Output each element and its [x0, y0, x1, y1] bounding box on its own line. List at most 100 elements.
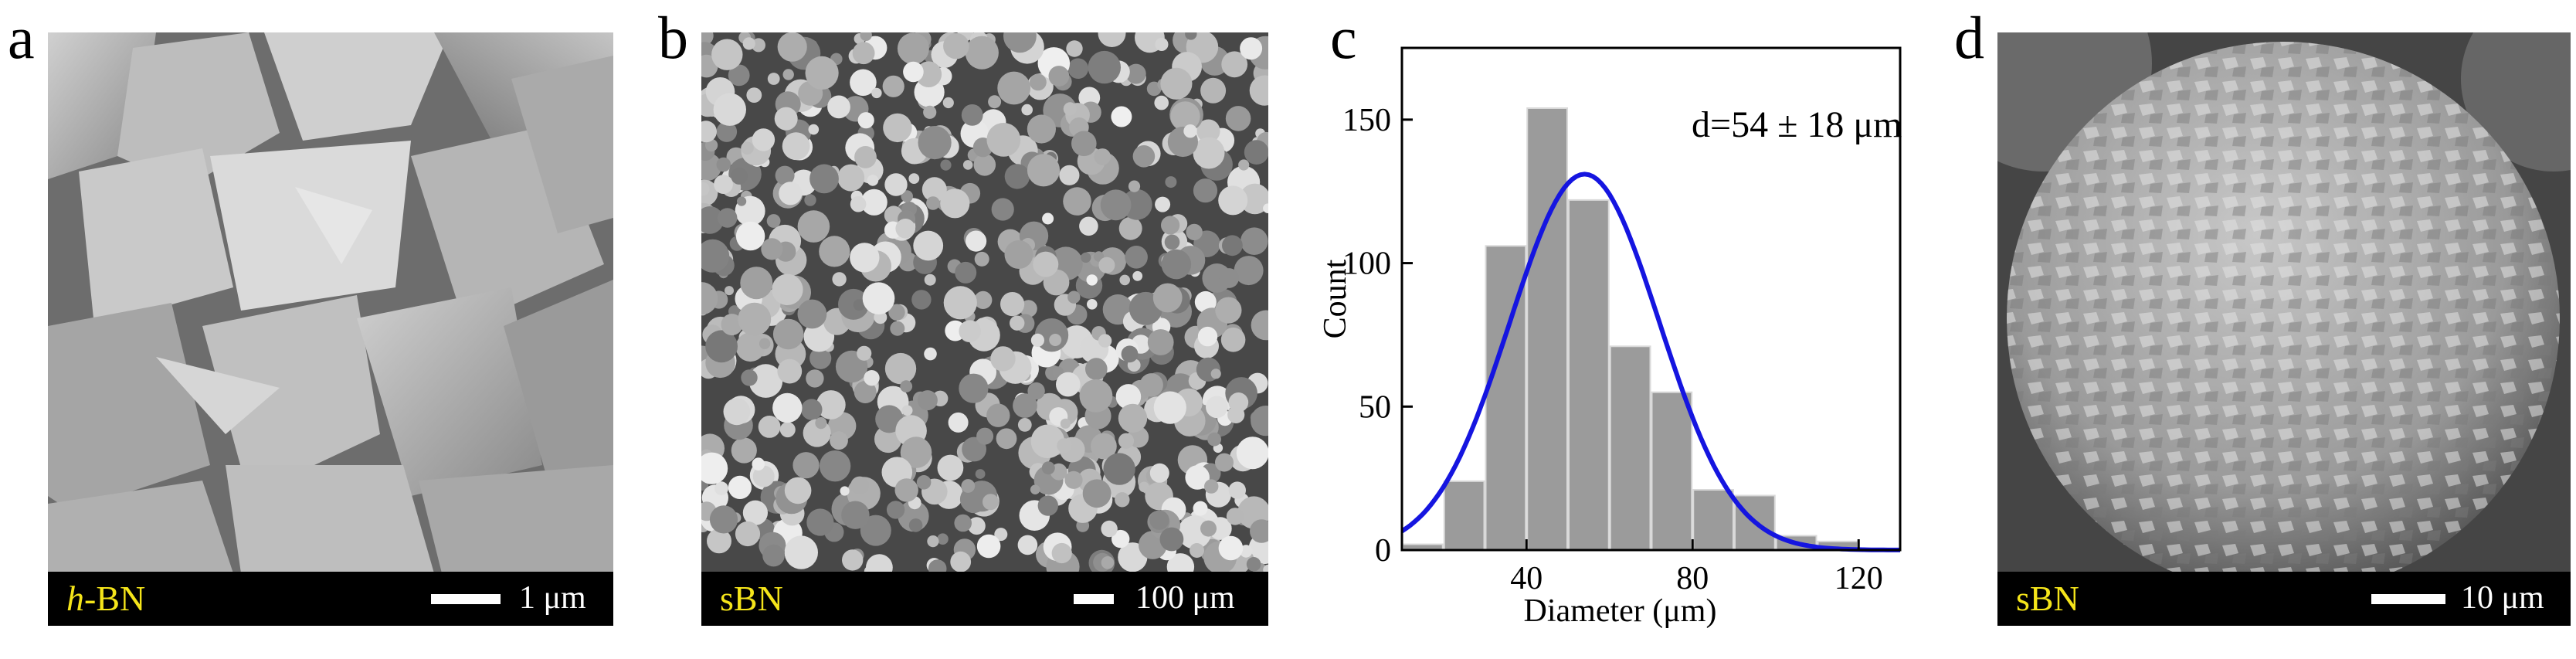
particle	[1115, 384, 1142, 409]
particle	[1165, 176, 1177, 189]
particle	[864, 370, 880, 386]
particle	[1228, 392, 1249, 413]
particle	[991, 198, 1014, 221]
particle	[1063, 187, 1091, 216]
particle	[713, 93, 746, 126]
particle	[1021, 104, 1033, 116]
particle	[752, 457, 765, 470]
particle	[942, 97, 954, 109]
particle	[974, 290, 993, 309]
particle	[857, 345, 872, 361]
scale-label-a: 1 μm	[519, 580, 586, 616]
particle	[1030, 333, 1044, 347]
particle	[901, 190, 913, 202]
particle	[874, 425, 902, 453]
particle	[701, 121, 717, 143]
particle	[819, 236, 850, 267]
particle	[1154, 95, 1169, 110]
particle	[1222, 235, 1243, 256]
particle	[1153, 391, 1186, 424]
particle	[1194, 290, 1217, 313]
particle	[871, 87, 882, 99]
particle	[911, 290, 932, 310]
particle	[1155, 37, 1169, 51]
particle	[1057, 438, 1072, 453]
y-tick-label-0: 0	[1375, 533, 1391, 569]
particle	[1081, 252, 1091, 263]
particle	[943, 32, 969, 59]
particle	[1139, 373, 1163, 397]
particle	[903, 61, 924, 83]
scale-label-b: 100 μm	[1135, 580, 1235, 616]
particle	[731, 167, 748, 185]
axis-frame	[1400, 46, 1902, 552]
particle	[758, 416, 781, 438]
particle	[917, 390, 938, 411]
particle	[721, 314, 743, 336]
particle	[779, 422, 796, 438]
particle	[1115, 492, 1130, 508]
panel-letter-d: d	[1954, 4, 1984, 71]
histogram-bar-6	[1651, 391, 1693, 552]
particle	[853, 299, 865, 311]
particle	[1030, 484, 1040, 494]
particle	[884, 352, 917, 385]
particle	[1101, 520, 1118, 538]
particle	[908, 173, 920, 185]
particle	[1221, 51, 1248, 78]
particle	[867, 175, 879, 186]
particle	[937, 454, 964, 481]
sample-label-hbn: h-BN	[66, 578, 145, 619]
particle	[830, 431, 848, 450]
particle	[741, 369, 758, 386]
particle	[1161, 249, 1192, 280]
particle	[1030, 424, 1065, 459]
particle	[735, 521, 761, 547]
particle	[1051, 542, 1072, 564]
particle	[913, 230, 944, 261]
particle	[1220, 328, 1246, 352]
particle	[1132, 270, 1143, 281]
particle	[882, 75, 904, 97]
particle	[1219, 268, 1239, 288]
particle	[1098, 32, 1126, 47]
particle	[1013, 393, 1037, 418]
particle	[1200, 520, 1217, 537]
particle	[850, 195, 867, 212]
particle	[1197, 326, 1218, 347]
particle	[1210, 369, 1221, 379]
particle	[962, 160, 973, 170]
particle	[1244, 140, 1268, 165]
particle	[1079, 216, 1098, 236]
particle	[895, 219, 915, 239]
particle	[860, 189, 888, 216]
label-rest: -BN	[84, 579, 146, 618]
particle	[918, 126, 952, 160]
particle	[837, 164, 865, 192]
particle	[1161, 216, 1180, 235]
particle	[974, 251, 989, 267]
particle	[766, 214, 781, 228]
particle	[1017, 418, 1032, 432]
sbn-sphere-texture	[1997, 32, 2571, 595]
particle	[1160, 67, 1193, 100]
particle	[1094, 148, 1111, 165]
particle	[927, 535, 939, 548]
particle	[866, 554, 893, 581]
particle	[1251, 310, 1268, 341]
particle	[772, 318, 804, 350]
sample-label-sbn-d: sBN	[2016, 579, 2079, 618]
particle	[1250, 519, 1268, 543]
particle	[1239, 183, 1268, 215]
particle	[883, 113, 912, 143]
particle	[808, 124, 820, 135]
particle	[850, 243, 880, 273]
particle	[988, 95, 1002, 109]
particle	[1103, 453, 1135, 485]
particle	[1003, 32, 1037, 53]
mean-diameter-annotation: d=54 ± 18 μm	[1692, 104, 1902, 145]
particle	[1125, 63, 1146, 84]
particle	[767, 73, 780, 85]
particle	[965, 36, 999, 70]
particle	[1027, 382, 1045, 400]
